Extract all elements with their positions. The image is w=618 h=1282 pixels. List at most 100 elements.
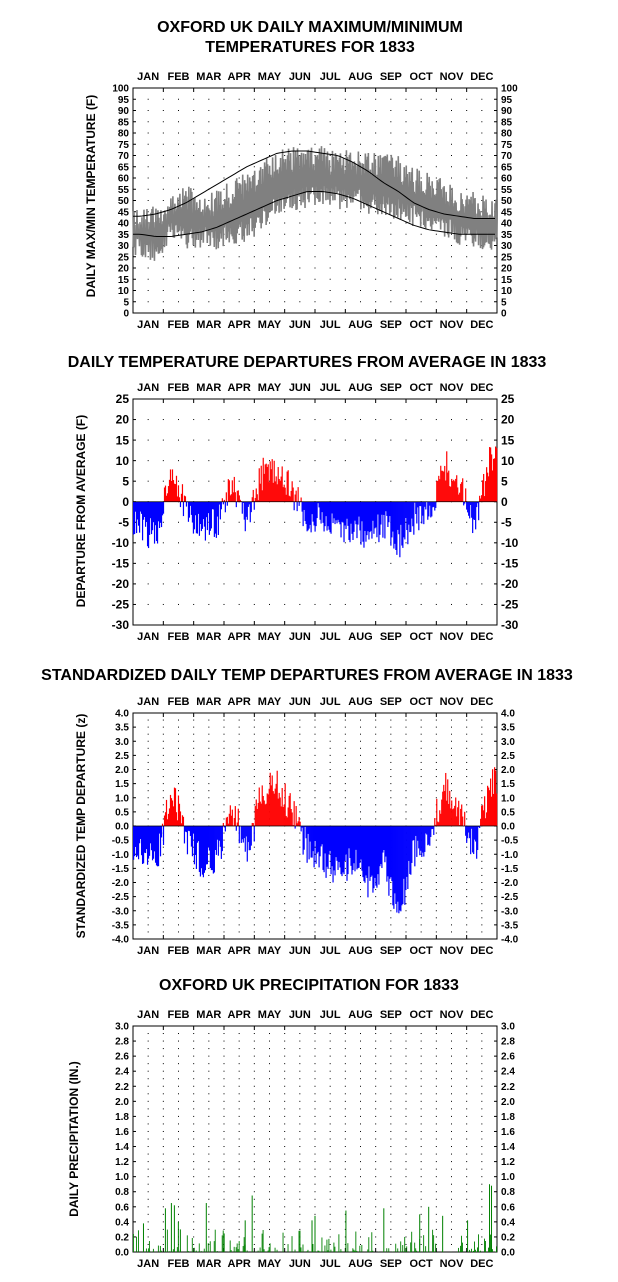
- chart-4-grid-dot: [481, 1213, 483, 1215]
- departure-bar: [456, 816, 458, 826]
- departure-bar: [262, 457, 264, 502]
- chart-3-grid-dot: [253, 924, 255, 926]
- chart-4-grid-dot: [420, 1206, 422, 1208]
- chart-1-grid-dot: [405, 278, 407, 280]
- chart-3-grid-dot: [147, 860, 149, 862]
- departure-bar: [428, 826, 430, 845]
- chart-4-grid-dot: [147, 1176, 149, 1178]
- chart-3-grid-dot: [329, 917, 331, 919]
- chart-3-grid-dot: [162, 776, 164, 778]
- chart-2-grid-dot: [435, 542, 437, 544]
- chart-2-grid-dot: [314, 562, 316, 564]
- chart-4-grid-dot: [208, 1236, 210, 1238]
- departure-bar: [156, 501, 159, 544]
- precip-bar: [370, 1251, 372, 1252]
- chart-1-grid-dot: [162, 143, 164, 145]
- chart-3-grid-dot: [253, 754, 255, 756]
- departure-bar: [250, 826, 252, 846]
- departure-bar: [374, 826, 376, 878]
- departure-bar: [300, 497, 302, 502]
- chart-3-grid-dot: [269, 783, 270, 785]
- chart-4-grid-dot: [299, 1115, 301, 1117]
- chart-4-grid-dot: [405, 1130, 407, 1132]
- chart-4-grid-dot: [223, 1153, 225, 1155]
- chart-4-grid-dot: [360, 1048, 361, 1050]
- chart-4-grid-dot: [208, 1243, 210, 1245]
- precip-bar: [157, 1245, 159, 1252]
- chart-4-grid-dot: [299, 1183, 301, 1185]
- chart-3-grid-dot: [375, 889, 377, 891]
- chart-3-y-tick-label-right: 1.0: [501, 793, 515, 804]
- departure-bar: [260, 803, 262, 826]
- chart-1-grid-dot: [481, 166, 483, 168]
- chart-4-grid-dot: [284, 1198, 286, 1200]
- chart-2-y-tick-label-left: -5: [118, 515, 129, 529]
- chart-1-grid-dot: [375, 245, 377, 246]
- chart-1-y-tick-label-right: 90: [501, 106, 513, 117]
- departure-bar: [175, 475, 178, 502]
- departure-bar: [358, 501, 360, 517]
- chart-2-y-tick-label-right: -25: [501, 598, 519, 612]
- chart-4-grid-dot: [435, 1070, 437, 1072]
- departure-bar: [319, 826, 321, 857]
- chart-3-grid-dot: [344, 747, 346, 749]
- chart-4-grid-dot: [238, 1040, 240, 1042]
- departure-bar: [300, 826, 302, 832]
- precip-bar: [324, 1245, 326, 1252]
- departure-bar: [442, 470, 444, 502]
- departure-bar: [297, 821, 299, 826]
- chart-2-grid-dot: [253, 480, 255, 482]
- departure-bar: [214, 501, 216, 534]
- chart-4-grid-dot: [178, 1153, 179, 1155]
- precip-bar: [386, 1248, 388, 1252]
- departure-bar: [471, 501, 473, 518]
- departure-bar: [429, 826, 431, 846]
- chart-4-grid-dot: [390, 1093, 392, 1095]
- chart-3-grid-dot: [314, 903, 316, 905]
- chart-2-grid-dot: [284, 542, 286, 544]
- chart-4-y-tick-label-right: 2.2: [501, 1082, 515, 1093]
- chart-3-grid-dot: [253, 761, 255, 763]
- chart-3-grid-dot: [253, 811, 255, 813]
- chart-1-y-tick-label-right: 75: [501, 140, 513, 151]
- chart-4-title: OXFORD UK PRECIPITATION FOR 1833: [159, 977, 459, 994]
- chart-2-grid-dot: [223, 521, 225, 523]
- chart-3-grid-dot: [253, 931, 255, 933]
- precip-bar: [251, 1195, 253, 1252]
- departure-bar: [372, 826, 374, 893]
- chart-4-grid-dot: [375, 1191, 377, 1193]
- chart-4-grid-dot: [162, 1063, 164, 1065]
- chart-3-grid-dot: [344, 867, 346, 869]
- departure-bar: [143, 826, 146, 853]
- chart-1-grid-dot: [253, 256, 255, 258]
- chart-4-grid-dot: [238, 1033, 240, 1035]
- chart-3-grid-dot: [269, 924, 270, 926]
- chart-4-grid-dot: [344, 1048, 346, 1050]
- chart-4-grid-dot: [147, 1146, 149, 1148]
- chart-3-grid-dot: [360, 726, 361, 728]
- chart-3-grid-dot: [466, 931, 468, 933]
- chart-3-grid-dot: [466, 719, 468, 721]
- chart-3-grid-dot: [238, 846, 240, 848]
- chart-4-grid-dot: [405, 1033, 407, 1035]
- chart-3-grid-dot: [269, 769, 270, 770]
- departure-bar: [277, 798, 279, 826]
- chart-3-grid-dot: [314, 747, 316, 749]
- chart-3-grid-dot: [178, 931, 179, 933]
- chart-3-grid-dot: [360, 719, 361, 721]
- chart-1-title-line2: TEMPERATURES FOR 1833: [205, 39, 415, 56]
- chart-3-grid-dot: [451, 867, 452, 869]
- chart-4-month-label-bottom: APR: [228, 1258, 251, 1270]
- departure-bar: [477, 501, 479, 504]
- chart-1-grid-dot: [405, 155, 407, 156]
- chart-4-grid-dot: [314, 1198, 316, 1200]
- chart-3-grid-dot: [466, 790, 468, 792]
- precip-bar: [229, 1240, 231, 1252]
- chart-2-y-tick-label-right: -30: [501, 618, 519, 632]
- chart-4-grid-dot: [253, 1168, 255, 1170]
- chart-3-grid-dot: [420, 733, 422, 735]
- chart-2-grid-dot: [314, 480, 316, 482]
- chart-4-grid-dot: [299, 1198, 301, 1200]
- chart-1-grid-dot: [390, 290, 392, 291]
- chart-1-grid-dot: [435, 290, 437, 291]
